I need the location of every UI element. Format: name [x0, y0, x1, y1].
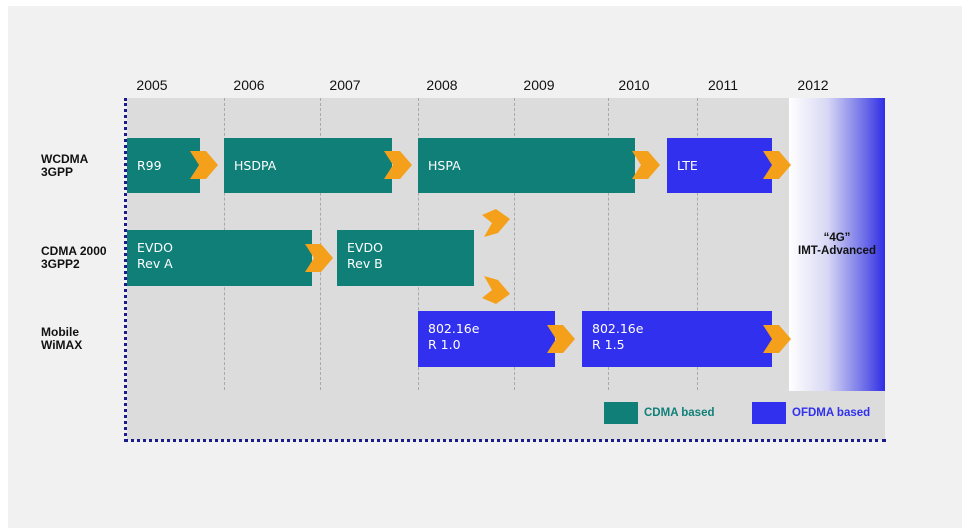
- year-label-2011: 2011: [707, 77, 739, 93]
- bottom-dotted-border: [124, 439, 886, 442]
- bar-802-16e-r1-0: 802.16e R 1.0: [418, 311, 555, 367]
- bar-label-802-16e-r1-5: 802.16e R 1.5: [592, 321, 644, 352]
- row-label-cdma2000: CDMA 2000 3GPP2: [41, 244, 107, 271]
- bar-hsdpa: HSDPA: [224, 138, 392, 193]
- left-dotted-border: [124, 98, 127, 442]
- transition-arrow-icon: [763, 151, 791, 179]
- year-divider: [697, 98, 698, 390]
- year-label-2007: 2007: [329, 77, 361, 93]
- bar-label-evdo-rev-b: EVDO Rev B: [347, 240, 383, 271]
- year-divider: [514, 98, 515, 390]
- bar-label-hsdpa: HSDPA: [234, 158, 277, 173]
- transition-arrow-icon: [763, 325, 791, 353]
- bar-evdo-rev-b: EVDO Rev B: [337, 230, 474, 286]
- year-label-2009: 2009: [523, 77, 555, 93]
- year-label-2006: 2006: [233, 77, 265, 93]
- bar-label-evdo-rev-a: EVDO Rev A: [137, 240, 173, 271]
- transition-arrow-icon: [547, 325, 575, 353]
- legend-ofdma-label: OFDMA based: [792, 407, 871, 419]
- imt-advanced-label: IMT-Advanced: [798, 245, 876, 257]
- legend-ofdma-swatch: [752, 402, 786, 424]
- year-label-2010: 2010: [618, 77, 650, 93]
- branch-arrow-down-icon: [482, 276, 510, 304]
- bar-r99: R99: [127, 138, 200, 193]
- bar-label-hspa: HSPA: [428, 158, 461, 173]
- row-label-wcdma: WCDMA 3GPP: [41, 152, 89, 179]
- bar-label-r99: R99: [137, 158, 162, 173]
- year-label-2012: 2012: [797, 77, 829, 93]
- bar-label-lte: LTE: [677, 158, 698, 173]
- bar-label-802-16e-r1-0: 802.16e R 1.0: [428, 321, 480, 352]
- year-label-2008: 2008: [426, 77, 458, 93]
- bar-802-16e-r1-5: 802.16e R 1.5: [582, 311, 772, 367]
- year-divider: [608, 98, 609, 390]
- row-label-mobile-wimax: Mobile WiMAX: [41, 325, 83, 352]
- bar-evdo-rev-a: EVDO Rev A: [127, 230, 312, 286]
- legend-cdma-label: CDMA based: [644, 407, 715, 419]
- 4g-title: “4G”: [823, 232, 851, 244]
- transition-arrow-icon: [632, 151, 660, 179]
- year-label-2005: 2005: [136, 77, 168, 93]
- branch-arrow-up-icon: [482, 209, 510, 237]
- bar-lte: LTE: [667, 138, 772, 193]
- 4g-block: [789, 98, 885, 391]
- legend-cdma-swatch: [604, 402, 638, 424]
- 4g-label: “4G” IMT-Advanced: [789, 232, 885, 258]
- bar-hspa: HSPA: [418, 138, 635, 193]
- transition-arrow-icon: [190, 151, 218, 179]
- transition-arrow-icon: [305, 244, 333, 272]
- transition-arrow-icon: [384, 151, 412, 179]
